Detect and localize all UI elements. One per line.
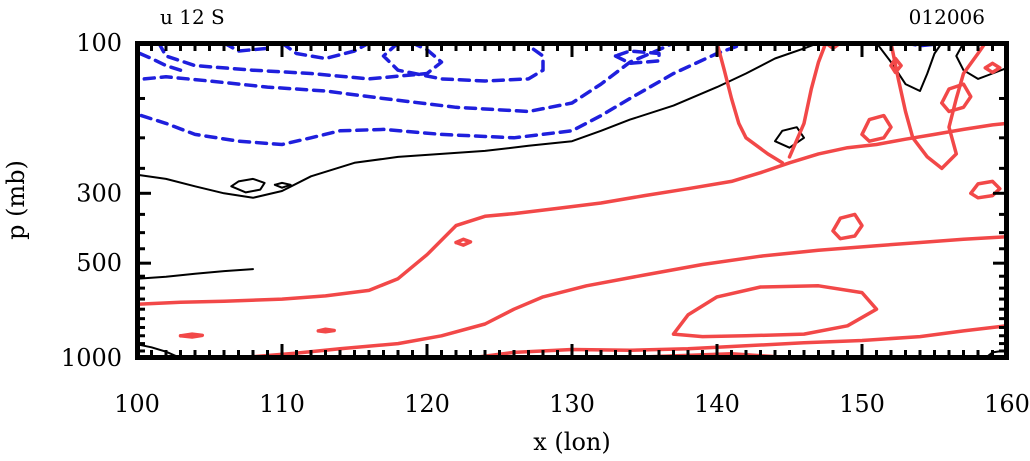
contour-negative-0 (157, 41, 444, 81)
contour-positive-19 (135, 121, 1009, 306)
contour-zero-11 (875, 42, 943, 92)
contour-negative-1 (142, 41, 676, 114)
x-tick-labels: 100 110 120 130 140 150 160 (114, 390, 1030, 418)
contour-zero-15 (230, 177, 266, 194)
contour-positive-26 (671, 284, 879, 339)
x-tick-label-120: 120 (404, 390, 450, 418)
contour-positive-20 (236, 234, 1009, 360)
contour-positive-34 (316, 327, 336, 334)
contour-positive-27 (831, 212, 864, 241)
plot-frame (135, 41, 1009, 360)
x-tick-label-150: 150 (839, 390, 885, 418)
contour-positive-25 (889, 41, 988, 171)
contour-negative-3 (381, 41, 545, 83)
contour-layer (135, 41, 1009, 360)
contour-positive-21 (468, 324, 1009, 360)
contour-positive-28 (969, 179, 1002, 200)
contour-positive-33 (178, 332, 205, 339)
x-tick-label-110: 110 (259, 390, 305, 418)
contour-positive-30 (940, 82, 973, 114)
x-axis-label: x (lon) (533, 428, 610, 456)
y-tick-labels: 100 300 500 1000 (61, 29, 122, 372)
y-tick-label-500: 500 (76, 249, 122, 277)
contour-zero-13 (136, 268, 254, 280)
x-tick-label-100: 100 (114, 390, 160, 418)
title-right: 012006 (909, 5, 985, 29)
contour-negative-2 (139, 41, 748, 147)
contour-positive-29 (860, 113, 893, 143)
contour-positive-36 (983, 61, 1002, 75)
y-tick-label-100: 100 (76, 29, 122, 57)
x-tick-label-140: 140 (694, 390, 740, 418)
contour-negative-6 (138, 51, 183, 72)
contour-positive-23 (715, 41, 785, 165)
title-left: u 12 S (160, 5, 225, 29)
y-axis-label: p (mb) (2, 160, 30, 240)
contour-zero-14 (136, 343, 182, 359)
contour-negative-5 (222, 41, 270, 53)
contour-negative-7 (613, 49, 661, 66)
y-tick-label-1000: 1000 (61, 344, 122, 372)
x-tick-label-130: 130 (549, 390, 595, 418)
contour-positive-35 (454, 237, 473, 247)
y-tick-label-300: 300 (76, 179, 122, 207)
contour-positive-32 (889, 56, 903, 75)
contour-zero-10 (136, 42, 820, 199)
contour-positive-24 (787, 41, 828, 159)
x-tick-label-160: 160 (984, 390, 1030, 418)
contour-zero-16 (273, 181, 292, 189)
